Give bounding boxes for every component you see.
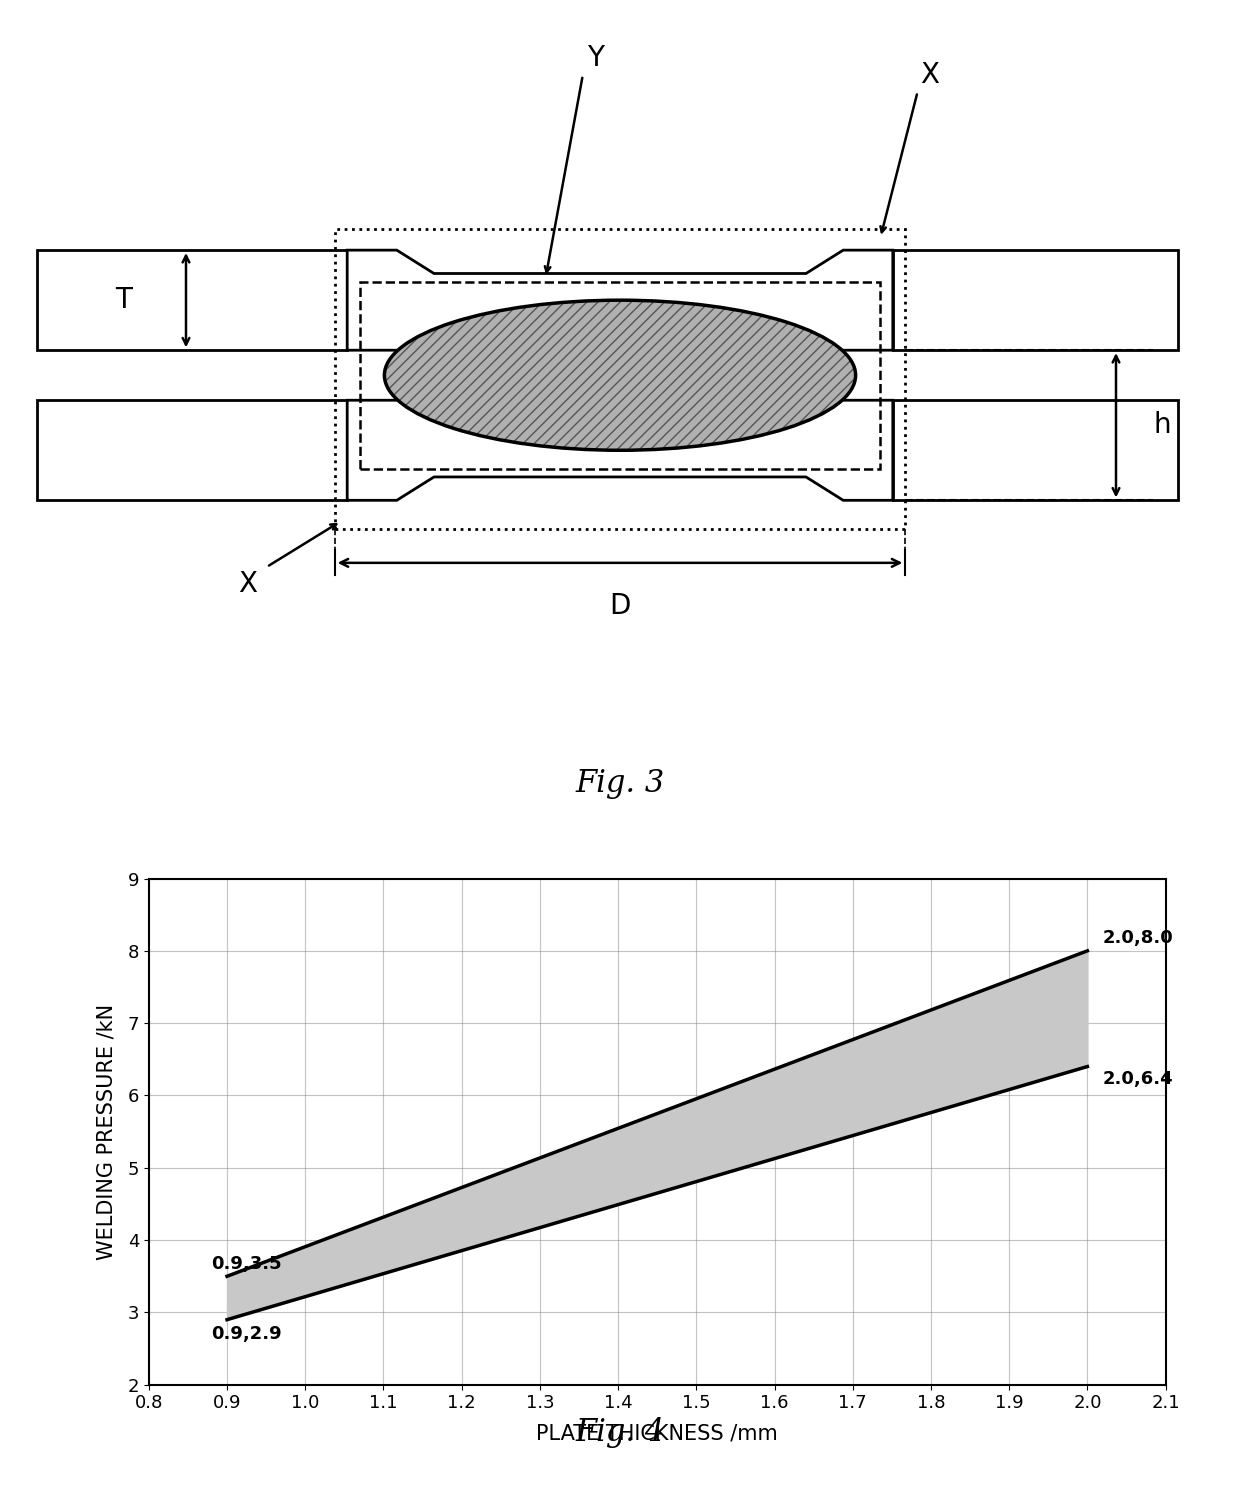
Text: h: h bbox=[1153, 411, 1171, 439]
Y-axis label: WELDING PRESSURE /kN: WELDING PRESSURE /kN bbox=[97, 1004, 117, 1260]
Text: 2.0,6.4: 2.0,6.4 bbox=[1104, 1071, 1173, 1088]
Text: T: T bbox=[115, 286, 133, 314]
Text: Fig. 3: Fig. 3 bbox=[575, 768, 665, 800]
Text: X: X bbox=[920, 61, 940, 89]
Text: 0.9,2.9: 0.9,2.9 bbox=[211, 1325, 281, 1343]
Polygon shape bbox=[347, 401, 893, 500]
Text: D: D bbox=[609, 593, 631, 619]
Polygon shape bbox=[347, 250, 893, 350]
Text: Y: Y bbox=[587, 45, 604, 73]
Text: T': T' bbox=[440, 357, 459, 377]
Text: 0.9,3.5: 0.9,3.5 bbox=[211, 1255, 281, 1273]
Polygon shape bbox=[893, 401, 1178, 500]
Polygon shape bbox=[37, 401, 347, 500]
X-axis label: PLATE THICKNESS /mm: PLATE THICKNESS /mm bbox=[537, 1423, 777, 1444]
Bar bbox=[335, 229, 905, 530]
Text: 2.0,8.0: 2.0,8.0 bbox=[1104, 929, 1174, 947]
Polygon shape bbox=[893, 250, 1178, 350]
Ellipse shape bbox=[384, 301, 856, 450]
Text: Fig. 4: Fig. 4 bbox=[575, 1418, 665, 1447]
Bar bbox=[360, 281, 880, 469]
Polygon shape bbox=[37, 250, 347, 350]
Text: X: X bbox=[238, 570, 258, 597]
